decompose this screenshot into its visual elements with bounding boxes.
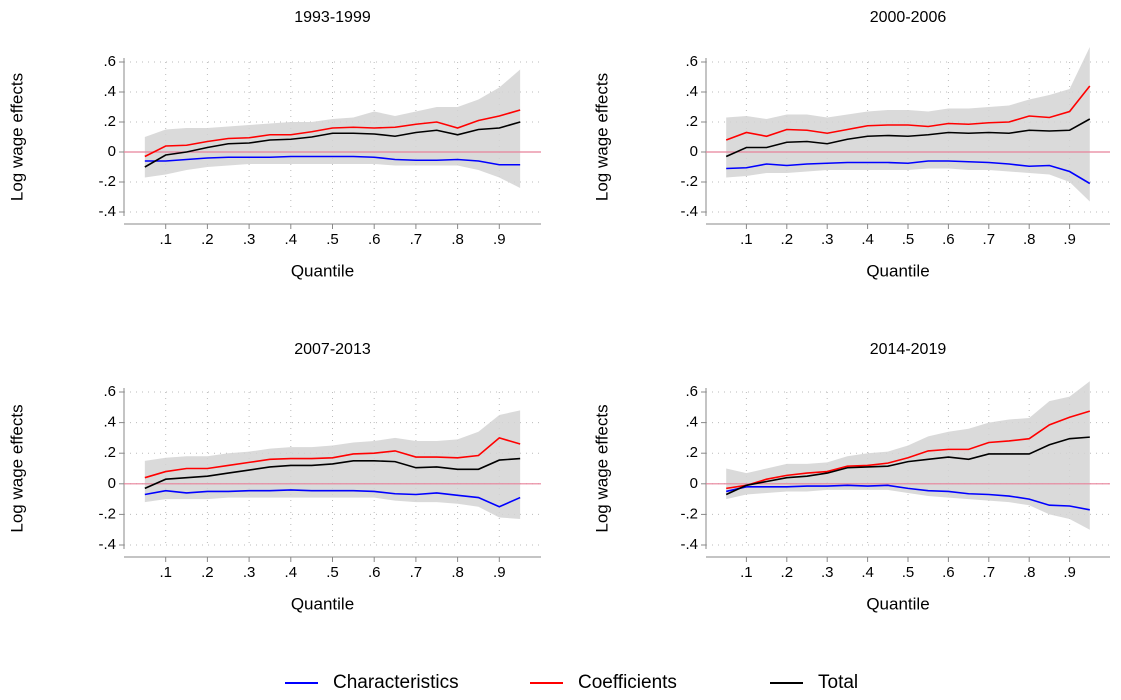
y-axis-label: Log wage effects <box>592 73 611 201</box>
series-line <box>144 155 521 166</box>
x-tick-label: .5 <box>902 231 915 248</box>
series-line <box>726 410 1091 490</box>
y-tick-label: .4 <box>685 83 698 100</box>
y-tick-label: .2 <box>685 113 698 130</box>
x-tick-label: .6 <box>368 564 381 581</box>
x-tick-label: .3 <box>821 231 834 248</box>
x-tick-label: .2 <box>201 564 214 581</box>
y-tick-label: -.2 <box>98 173 116 190</box>
x-tick-label: .7 <box>410 564 423 581</box>
series-line <box>144 109 521 158</box>
x-tick-label: .5 <box>902 564 915 581</box>
y-axis-label: Log wage effects <box>592 404 611 532</box>
y-tick-label: .4 <box>103 414 116 431</box>
y-tick-label: .4 <box>685 414 698 431</box>
x-tick-label: .4 <box>861 564 874 581</box>
confidence-band <box>726 381 1090 530</box>
series-line <box>144 489 521 508</box>
x-tick-label: .7 <box>983 564 996 581</box>
series-line <box>726 484 1090 511</box>
x-axis-label: Quantile <box>866 261 929 280</box>
legend-label: Characteristics <box>333 672 459 693</box>
series-line <box>144 437 521 479</box>
x-tick-label: .8 <box>451 231 464 248</box>
y-tick-label: .4 <box>103 83 116 100</box>
legend-label: Coefficients <box>578 672 677 693</box>
y-axis-label: Log wage effects <box>7 404 26 532</box>
y-tick-label: -.4 <box>680 536 698 553</box>
x-tick-label: .3 <box>243 231 256 248</box>
y-tick-label: .6 <box>103 53 116 70</box>
panel-title: 1993-1999 <box>294 9 371 26</box>
panel-title: 2000-2006 <box>870 9 947 26</box>
y-tick-label: .6 <box>685 383 698 400</box>
x-tick-label: .3 <box>821 564 834 581</box>
legend-label: Total <box>818 672 858 693</box>
x-tick-label: .8 <box>1023 231 1036 248</box>
x-tick-label: .1 <box>740 564 753 581</box>
x-tick-label: .2 <box>201 231 214 248</box>
series-line <box>725 436 1090 496</box>
x-tick-label: .4 <box>285 564 298 581</box>
y-tick-label: -.2 <box>98 505 116 522</box>
y-tick-label: -.2 <box>680 505 698 522</box>
y-tick-label: -.4 <box>98 203 116 220</box>
series-line <box>725 118 1091 158</box>
x-tick-label: .2 <box>781 231 794 248</box>
x-tick-label: .4 <box>861 231 874 248</box>
x-tick-label: .1 <box>159 231 172 248</box>
y-tick-label: .6 <box>103 383 116 400</box>
x-tick-label: .8 <box>451 564 464 581</box>
series-line <box>725 85 1091 141</box>
x-tick-label: .7 <box>410 231 423 248</box>
series-line <box>726 160 1091 185</box>
y-tick-label: 0 <box>690 475 698 492</box>
y-tick-label: .2 <box>103 113 116 130</box>
y-tick-label: 0 <box>108 143 116 160</box>
x-axis-label: Quantile <box>866 594 929 613</box>
y-axis-label: Log wage effects <box>7 73 26 201</box>
x-tick-label: .9 <box>493 564 506 581</box>
x-tick-label: .3 <box>243 564 256 581</box>
x-tick-label: .2 <box>781 564 794 581</box>
y-tick-label: -.4 <box>98 536 116 553</box>
x-tick-label: .5 <box>326 564 339 581</box>
y-tick-label: 0 <box>108 475 116 492</box>
x-tick-label: .9 <box>1063 231 1076 248</box>
y-tick-label: 0 <box>690 143 698 160</box>
x-tick-label: .8 <box>1023 564 1036 581</box>
y-tick-label: .2 <box>103 444 116 461</box>
x-axis-label: Quantile <box>291 594 354 613</box>
x-tick-label: .9 <box>1063 564 1076 581</box>
y-tick-label: .6 <box>685 53 698 70</box>
panel-title: 2007-2013 <box>294 341 371 358</box>
x-tick-label: .6 <box>368 231 381 248</box>
y-tick-label: -.4 <box>680 203 698 220</box>
x-tick-label: .6 <box>942 564 955 581</box>
x-tick-label: .6 <box>942 231 955 248</box>
x-tick-label: .1 <box>740 231 753 248</box>
x-tick-label: .7 <box>983 231 996 248</box>
y-tick-label: .2 <box>685 444 698 461</box>
x-tick-label: .9 <box>493 231 506 248</box>
series-line <box>144 457 521 490</box>
x-axis-label: Quantile <box>291 261 354 280</box>
x-tick-label: .5 <box>326 231 339 248</box>
panel-title: 2014-2019 <box>870 341 947 358</box>
x-tick-label: .1 <box>159 564 172 581</box>
y-tick-label: -.2 <box>680 173 698 190</box>
x-tick-label: .4 <box>285 231 298 248</box>
series-line <box>144 121 521 168</box>
